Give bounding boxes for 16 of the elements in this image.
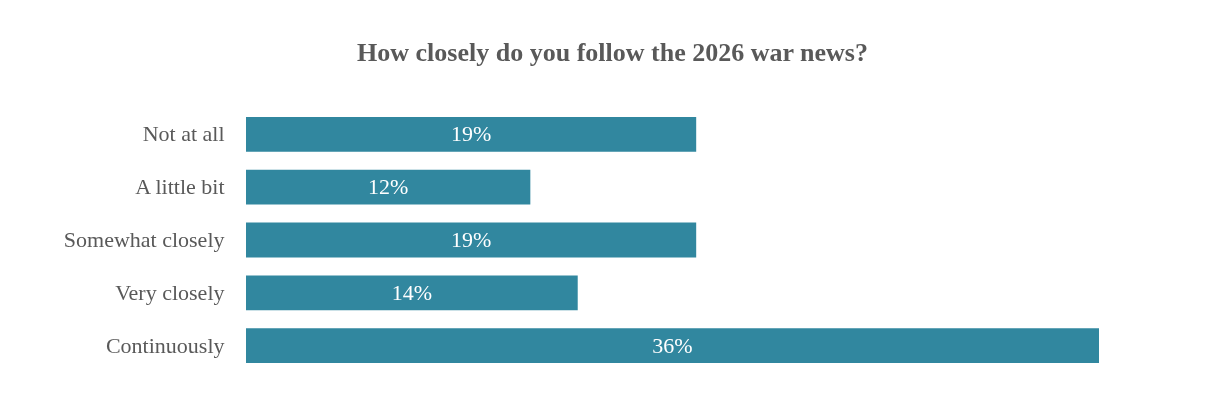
data-label: 12%	[368, 174, 409, 200]
data-label: 14%	[391, 279, 433, 305]
y-tick-label: Not at all	[142, 121, 225, 147]
bar	[246, 222, 697, 258]
bar	[246, 116, 697, 152]
y-tick-label: A little bit	[135, 174, 225, 200]
y-tick-label: Somewhat closely	[63, 227, 225, 252]
data-label: 19%	[450, 121, 492, 147]
bar	[246, 275, 578, 311]
bar	[246, 328, 1099, 364]
data-label: 19%	[450, 227, 492, 252]
bar	[246, 169, 531, 205]
chart-title: How closely do you follow the 2026 war news?	[357, 38, 868, 67]
y-tick-label: Very closely	[115, 279, 225, 305]
data-label: 36%	[652, 332, 693, 358]
y-tick-label: Continuously	[105, 332, 225, 358]
